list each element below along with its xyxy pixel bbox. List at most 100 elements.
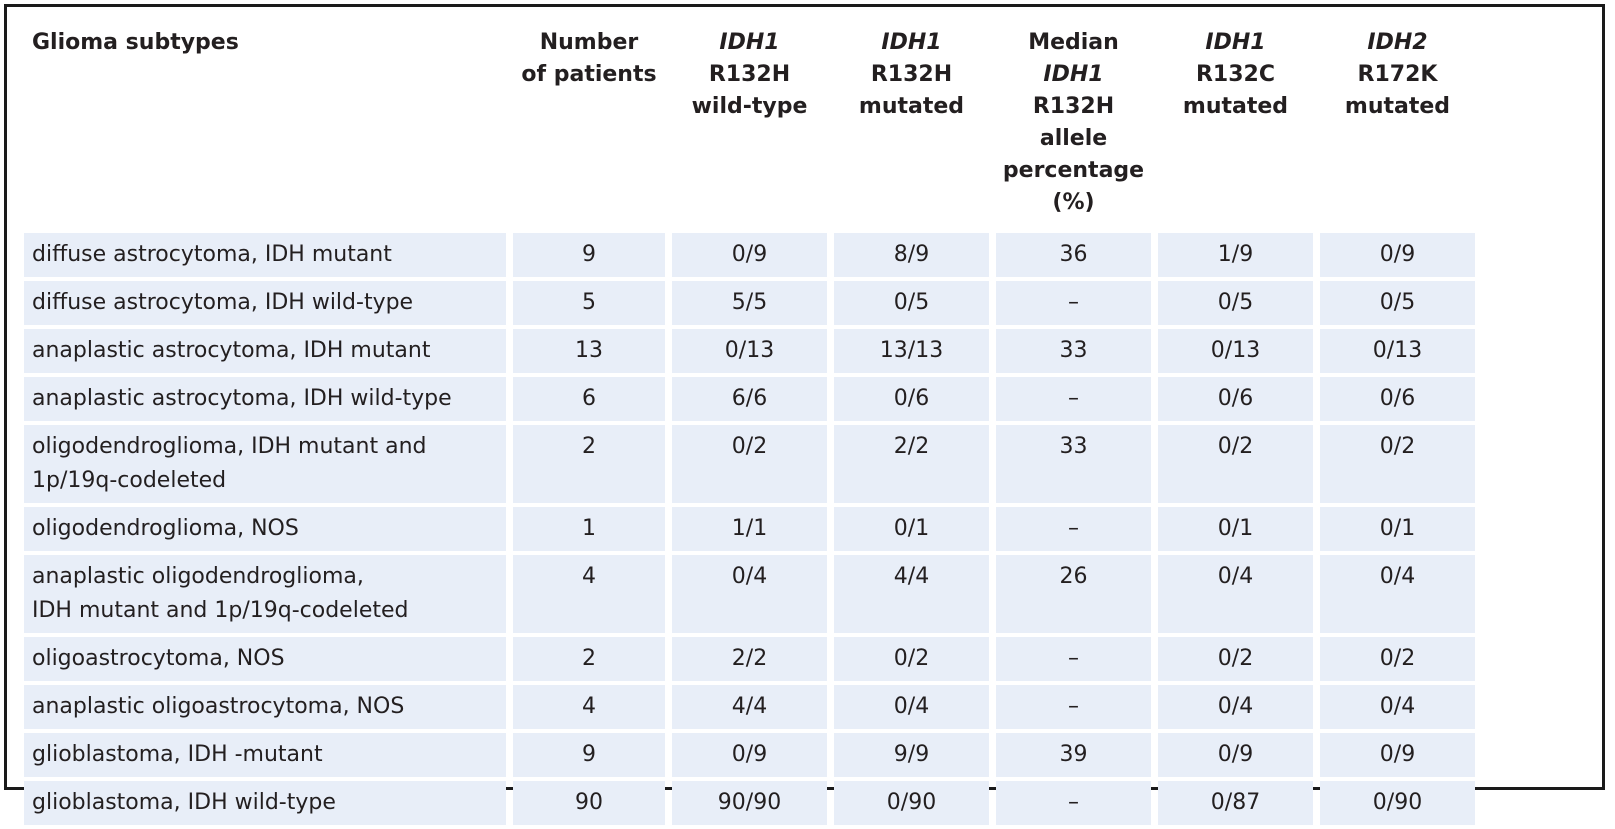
header-text: IDH1	[881, 30, 942, 55]
subtype-text: IDH mutant and 1p/19q-codeleted	[32, 598, 409, 623]
header-line: IDH1	[838, 27, 985, 59]
header-line: of patients	[517, 59, 661, 91]
table-row: anaplastic astrocytoma, IDH mutant 13 0/13…	[24, 329, 1475, 373]
subtype-cell: anaplastic oligoastrocytoma, NOS	[24, 685, 506, 729]
header-text: mutated	[1182, 94, 1289, 119]
value-cell: 8/9	[834, 233, 989, 277]
table-row: diffuse astrocytoma, IDH wild-type 5 5/5 0/…	[24, 281, 1475, 325]
header-text: Number	[539, 30, 639, 55]
header-text: R132H	[708, 62, 791, 87]
value-cell: –	[996, 281, 1151, 325]
header-line: (%)	[1000, 187, 1147, 219]
column-header-1: Number of patients	[513, 23, 665, 229]
subtype-text: diffuse astrocytoma, IDH wild-type	[32, 290, 414, 315]
value-cell: 5/5	[672, 281, 827, 325]
value-cell: 0/4	[1320, 685, 1475, 729]
subtype-text: glioblastoma, IDH wild-type	[32, 790, 336, 815]
subtype-cell: oligodendroglioma, NOS	[24, 507, 506, 551]
value-cell: –	[996, 637, 1151, 681]
value-cell: 0/13	[1320, 329, 1475, 373]
header-line: R132H	[838, 59, 985, 91]
header-line: percentage	[1000, 155, 1147, 187]
value-cell: 6	[513, 377, 665, 421]
value-cell: 13/13	[834, 329, 989, 373]
value-cell: –	[996, 507, 1151, 551]
value-cell: 6/6	[672, 377, 827, 421]
value-cell: 0/2	[1158, 637, 1313, 681]
column-header-5: IDH1 R132C mutated	[1158, 23, 1313, 229]
value-cell: 90/90	[672, 781, 827, 825]
value-cell: 33	[996, 425, 1151, 503]
subtype-text: glioblastoma, IDH -mutant	[32, 742, 323, 767]
value-cell: 0/90	[1320, 781, 1475, 825]
subtype-cell: anaplastic oligodendroglioma, IDH mutant …	[24, 555, 506, 633]
table-row: anaplastic astrocytoma, IDH wild-type 6 6/…	[24, 377, 1475, 421]
header-text: R132C	[1195, 62, 1275, 87]
header-text: IDH2	[1367, 30, 1428, 55]
header-line: R132C	[1162, 59, 1309, 91]
subtype-text: oligodendroglioma, NOS	[32, 516, 299, 541]
value-cell: 9/9	[834, 733, 989, 777]
value-cell: 2/2	[834, 425, 989, 503]
header-text: R132H	[870, 62, 953, 87]
subtype-cell: oligodendroglioma, IDH mutant and 1p/19q-…	[24, 425, 506, 503]
value-cell: 0/4	[1158, 685, 1313, 729]
value-cell: 2/2	[672, 637, 827, 681]
value-cell: 0/13	[1158, 329, 1313, 373]
header-text: IDH1	[1205, 30, 1266, 55]
value-cell: 0/2	[1320, 637, 1475, 681]
value-cell: –	[996, 781, 1151, 825]
header-line: IDH1	[1162, 27, 1309, 59]
table-row: anaplastic oligoastrocytoma, NOS 4 4/4 0/4–…	[24, 685, 1475, 729]
header-line: wild-type	[676, 91, 823, 123]
subtype-cell: oligoastrocytoma, NOS	[24, 637, 506, 681]
value-cell: 4/4	[834, 555, 989, 633]
table-body: diffuse astrocytoma, IDH mutant 9 0/9 8/9 36…	[24, 233, 1475, 825]
subtype-text: anaplastic astrocytoma, IDH mutant	[32, 338, 431, 363]
subtype-cell: diffuse astrocytoma, IDH mutant	[24, 233, 506, 277]
table-row: glioblastoma, IDH wild-type 90 90/90 0/90–0…	[24, 781, 1475, 825]
column-header-0: Glioma subtypes	[24, 23, 506, 229]
value-cell: 0/4	[672, 555, 827, 633]
header-text: of patients	[521, 62, 657, 87]
value-cell: 39	[996, 733, 1151, 777]
value-cell: 0/90	[834, 781, 989, 825]
value-cell: 9	[513, 733, 665, 777]
table-row: oligoastrocytoma, NOS 2 2/2 0/2–0/2 0/2	[24, 637, 1475, 681]
header-row: Glioma subtypes Number of patients IDH1 R132…	[24, 23, 1475, 229]
table-row: anaplastic oligodendroglioma, IDH mutant …	[24, 555, 1475, 633]
value-cell: 0/4	[1158, 555, 1313, 633]
value-cell: –	[996, 685, 1151, 729]
value-cell: 0/1	[834, 507, 989, 551]
value-cell: 0/9	[672, 233, 827, 277]
table-header: Glioma subtypes Number of patients IDH1 R132…	[24, 23, 1475, 229]
header-text: mutated	[858, 94, 965, 119]
column-header-2: IDH1 R132H wild-type	[672, 23, 827, 229]
subtype-text: 1p/19q-codeleted	[32, 468, 227, 493]
value-cell: 0/6	[834, 377, 989, 421]
subtype-text: oligoastrocytoma, NOS	[32, 646, 285, 671]
value-cell: 5	[513, 281, 665, 325]
header-line: Number	[517, 27, 661, 59]
table-row: oligodendroglioma, NOS 1 1/1 0/1–0/1 0/1	[24, 507, 1475, 551]
value-cell: 4/4	[672, 685, 827, 729]
column-header-4: Median IDH1 R132H allele percentage (%)	[996, 23, 1151, 229]
header-text: Glioma subtypes	[32, 30, 239, 55]
value-cell: 13	[513, 329, 665, 373]
header-line: R132H allele	[1000, 91, 1147, 155]
header-line: Median IDH1	[1000, 27, 1147, 91]
column-header-3: IDH1 R132H mutated	[834, 23, 989, 229]
value-cell: 90	[513, 781, 665, 825]
value-cell: 0/5	[1158, 281, 1313, 325]
value-cell: 0/1	[1320, 507, 1475, 551]
subtype-cell: diffuse astrocytoma, IDH wild-type	[24, 281, 506, 325]
value-cell: 0/2	[834, 637, 989, 681]
header-text: R172K	[1357, 62, 1438, 87]
glioma-table: Glioma subtypes Number of patients IDH1 R132…	[17, 19, 1482, 829]
value-cell: 26	[996, 555, 1151, 633]
value-cell: 0/5	[834, 281, 989, 325]
header-line: mutated	[1324, 91, 1471, 123]
subtype-cell: anaplastic astrocytoma, IDH wild-type	[24, 377, 506, 421]
value-cell: 0/2	[1320, 425, 1475, 503]
subtype-text: anaplastic oligodendroglioma,	[32, 564, 364, 589]
